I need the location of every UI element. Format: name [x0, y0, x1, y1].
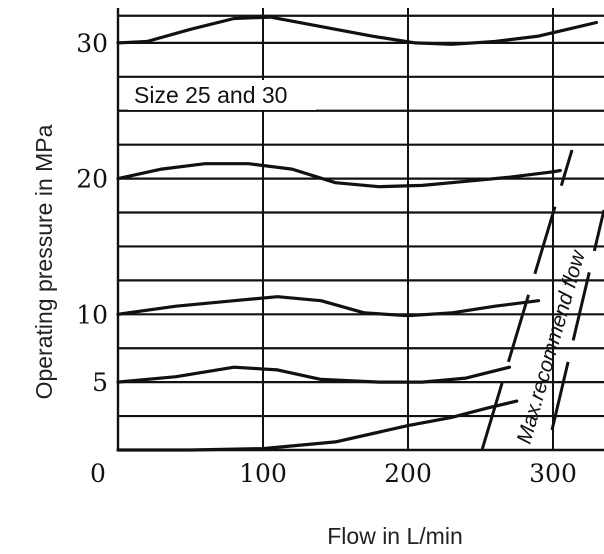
x-tick-label: 100 — [239, 459, 287, 488]
pressure-curves — [116, 15, 599, 452]
y-axis-tick-labels: 5 10 20 30 — [76, 29, 108, 397]
x-axis-title: Flow in L/min — [327, 523, 462, 549]
pressure-curve — [116, 15, 599, 46]
max-flow-limit-lines — [480, 149, 604, 451]
pressure-curve — [116, 399, 519, 452]
y-tick-label: 10 — [76, 300, 108, 329]
y-tick-label: 5 — [92, 368, 108, 397]
horizontal-grid — [118, 14, 604, 452]
pressure-curve — [116, 162, 562, 189]
vertical-grid — [116, 8, 554, 450]
annotation-background — [128, 80, 316, 110]
size-annotation: Size 25 and 30 — [134, 82, 287, 108]
y-tick-label: 20 — [76, 165, 108, 194]
x-tick-label: 300 — [529, 459, 577, 488]
x-tick-label: 200 — [384, 459, 432, 488]
pressure-curve — [116, 365, 512, 384]
max-flow-line — [550, 209, 604, 431]
x-tick-label: 0 — [90, 459, 106, 488]
y-axis-title: Operating pressure in MPa — [31, 124, 57, 399]
pressure-curve — [116, 295, 541, 318]
x-axis-tick-labels: 0 100 200 300 — [90, 459, 577, 488]
max-flow-line — [480, 149, 574, 451]
y-tick-label: 30 — [76, 29, 108, 58]
